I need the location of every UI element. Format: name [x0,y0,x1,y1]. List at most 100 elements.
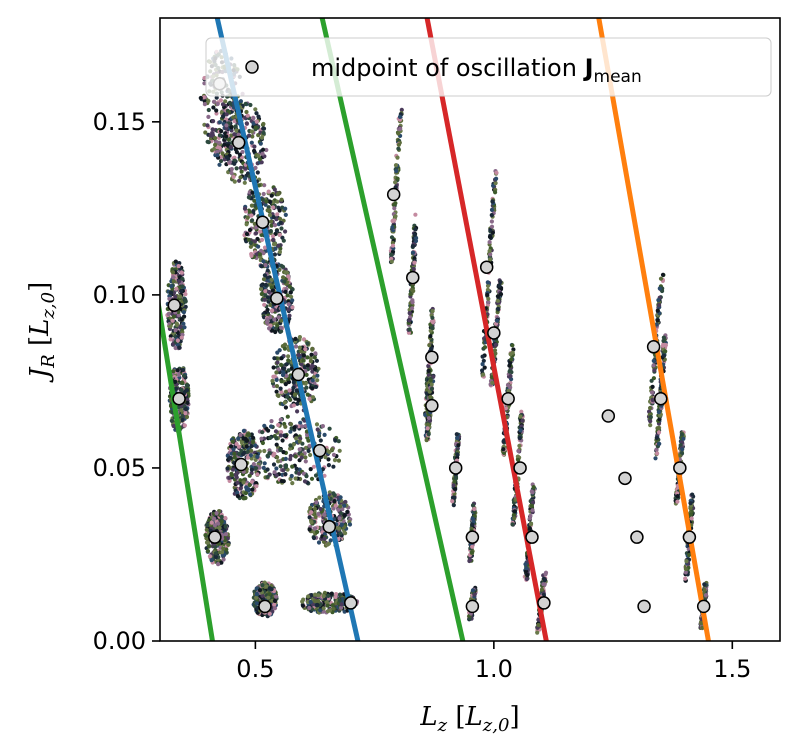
cloud-point [245,455,250,460]
cloud-point [347,522,353,527]
cloud-point [303,347,308,352]
cloud-point [482,345,488,350]
cloud-point [274,370,279,375]
cloud-point [267,611,272,616]
cloud-point [252,148,257,153]
cloud-point [290,298,295,303]
cloud-point [323,455,328,460]
cloud-point [325,542,330,547]
cloud-point [456,443,461,448]
cloud-point [413,227,418,232]
cloud-point [482,365,487,370]
cloud-point [269,193,274,198]
cloud-point [207,544,212,549]
cloud-point [651,363,656,368]
cloud-point [287,388,292,393]
cloud-point [278,386,283,391]
cloud-point [259,283,264,288]
cloud-point [215,101,220,107]
cloud-point [311,535,317,541]
cloud-point [198,95,203,101]
cloud-point [412,260,417,265]
cloud-point [303,459,308,464]
cloud-point [497,283,502,288]
cloud-point [527,526,533,531]
cloud-point [206,114,211,119]
cloud-point [294,466,299,471]
cloud-point [256,114,261,119]
cloud-point [320,424,325,429]
cloud-point [491,183,496,188]
cloud-point [314,500,319,505]
cloud-point [529,489,534,494]
cloud-point [217,525,222,531]
cloud-point [315,427,320,432]
cloud-point [336,458,341,463]
cloud-point [288,457,293,462]
cloud-point [339,602,344,607]
cloud-point [396,146,401,151]
cloud-point [489,224,495,229]
cloud-point [281,238,286,243]
cloud-point [257,157,262,162]
cloud-point [524,566,529,571]
cloud-point [279,379,284,384]
cloud-point [235,490,240,495]
cloud-point [223,524,228,529]
cloud-point [209,558,214,563]
cloud-point [310,378,315,383]
cloud-point [507,363,512,368]
cloud-point [317,431,322,436]
cloud-point [297,447,302,452]
cloud-point [204,540,210,545]
cloud-point [494,176,499,181]
cloud-point [524,576,530,582]
cloud-point [185,400,190,405]
cloud-point [172,379,178,384]
cloud-point [169,418,174,423]
cloud-point [290,481,295,486]
cloud-point [326,457,331,462]
cloud-point [184,388,190,393]
cloud-point [333,503,338,508]
cloud-point [425,426,430,431]
cloud-point [283,389,289,394]
cloud-point [275,323,280,328]
cloud-point [224,112,229,117]
cloud-point [390,225,395,230]
cloud-point [280,372,286,378]
cloud-point [232,451,237,456]
cloud-point [518,414,523,419]
cloud-point [318,438,323,443]
cloud-point [171,369,176,374]
cloud-point [220,102,226,107]
cloud-point [279,356,284,361]
cloud-point [650,384,655,389]
cloud-point [410,306,415,311]
cloud-point [338,495,343,500]
cloud-point [288,446,293,451]
cloud-point [305,392,310,397]
cloud-point [512,509,517,514]
cloud-point [259,264,264,269]
cloud-point [235,494,240,499]
cloud-point [508,374,513,379]
cloud-point [249,467,254,472]
cloud-point [310,363,315,368]
cloud-point [262,461,267,466]
cloud-point [390,243,396,248]
cloud-point [255,454,260,459]
cloud-point [217,162,222,167]
cloud-point [229,167,234,172]
cloud-point [203,130,208,135]
cloud-point [276,422,281,428]
cloud-point [211,99,217,104]
cloud-point [244,222,249,227]
cloud-point [220,151,225,156]
cloud-point [280,264,286,269]
cloud-point [283,424,288,429]
cloud-point [270,234,276,239]
cloud-point [251,209,256,214]
cloud-point [214,95,219,100]
